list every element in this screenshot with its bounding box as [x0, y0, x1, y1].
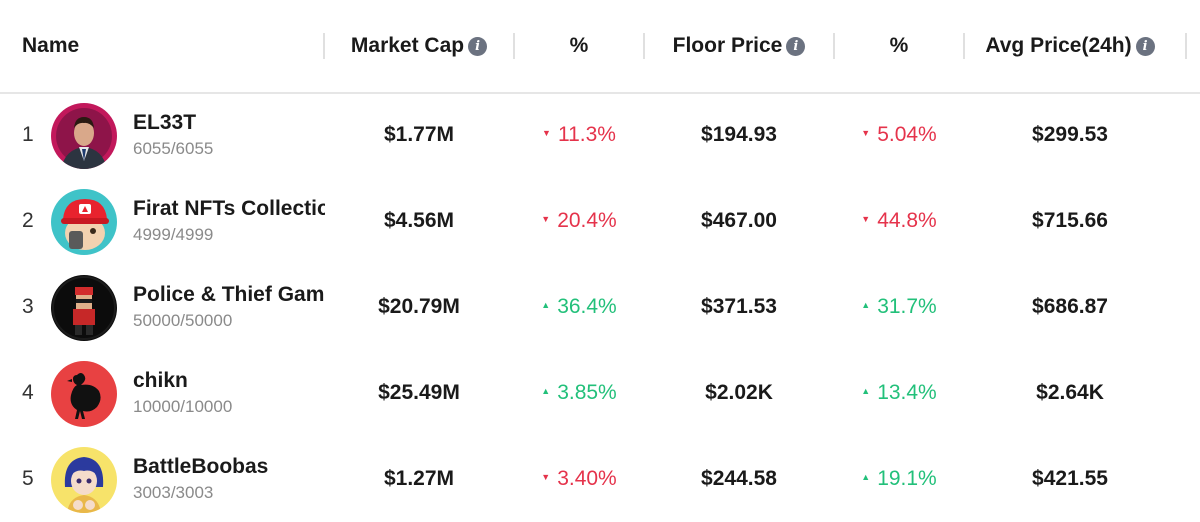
floor-price-value: $194.93 — [701, 123, 777, 146]
red-cap-character-avatar[interactable] — [51, 189, 117, 255]
header-floor-price[interactable]: Floor Price i — [645, 0, 833, 92]
collection-count: 4999/4999 — [133, 225, 214, 244]
avg-price-value: $686.87 — [1032, 295, 1108, 318]
column-divider — [963, 33, 965, 59]
collection-count: 6055/6055 — [133, 139, 214, 158]
column-divider — [833, 33, 835, 59]
column-divider — [1185, 33, 1187, 59]
rank: 3 — [22, 295, 34, 318]
info-icon[interactable]: i — [1135, 36, 1155, 56]
rank: 1 — [22, 123, 34, 146]
table-row[interactable]: 3 Police & Thief Game 50000/50000 $20.79… — [0, 264, 1200, 350]
avg-price-value: $299.53 — [1032, 123, 1108, 146]
header-name[interactable]: Name — [22, 34, 80, 57]
collection-info[interactable]: BattleBoobas 3003/3003 — [133, 436, 325, 522]
market-cap-value: $20.79M — [378, 295, 460, 318]
floor-price-value: $2.02K — [705, 381, 773, 404]
collection-name[interactable]: Firat NFTs Collection — [133, 197, 325, 220]
collection-name[interactable]: Police & Thief Game — [133, 283, 325, 306]
collection-count: 10000/10000 — [133, 397, 233, 416]
info-icon[interactable]: i — [786, 36, 806, 56]
anime-girl-avatar[interactable] — [51, 447, 117, 513]
avg-price-value: $2.64K — [1036, 381, 1104, 404]
market-cap-value: $1.27M — [383, 467, 455, 490]
collection-name[interactable]: EL33T — [133, 111, 197, 134]
floor-price-value: $467.00 — [701, 209, 777, 232]
market-cap-value: $1.77M — [383, 123, 455, 146]
down-arrow-icon: ▼ — [861, 214, 871, 224]
floor-price-change: ▼ 5.04% — [861, 123, 937, 146]
up-arrow-icon: ▲ — [861, 472, 871, 482]
market-cap-change: ▲ 36.4% — [541, 295, 617, 318]
column-divider — [513, 33, 515, 59]
market-cap-value: $4.56M — [383, 209, 455, 232]
header-floor-change[interactable]: % — [889, 34, 909, 57]
chicken-silhouette-avatar[interactable] — [51, 361, 117, 427]
up-arrow-icon: ▲ — [861, 300, 871, 310]
collection-name[interactable]: BattleBoobas — [133, 455, 269, 478]
up-arrow-icon: ▲ — [541, 300, 551, 310]
rank: 5 — [22, 467, 34, 490]
floor-price-value: $244.58 — [701, 467, 777, 490]
avg-price-value: $421.55 — [1032, 467, 1108, 490]
market-cap-change: ▼ 11.3% — [542, 123, 616, 146]
table-row[interactable]: 1 EL33T 6055/6055 $1.77M ▼ 11.3% $194.93… — [0, 92, 1200, 178]
collection-info[interactable]: EL33T 6055/6055 — [133, 92, 325, 178]
collection-info[interactable]: chikn 10000/10000 — [133, 350, 325, 436]
column-divider — [323, 33, 325, 59]
down-arrow-icon: ▼ — [541, 214, 551, 224]
table-row[interactable]: 4 chikn 10000/10000 $25.49M ▲ 3.85% $2.0… — [0, 350, 1200, 436]
collection-info[interactable]: Police & Thief Game 50000/50000 — [133, 264, 325, 350]
table-row[interactable]: 5 BattleBoobas 3003/3003 $1.27M ▼ 3.40% … — [0, 436, 1200, 522]
up-arrow-icon: ▲ — [861, 386, 871, 396]
market-cap-value: $25.49M — [378, 381, 460, 404]
column-divider — [643, 33, 645, 59]
table-header: Name Market Cap i % Floor Price i % Avg … — [0, 0, 1200, 94]
up-arrow-icon: ▲ — [541, 386, 551, 396]
man-in-suit-avatar[interactable] — [51, 103, 117, 169]
down-arrow-icon: ▼ — [541, 472, 551, 482]
collection-name[interactable]: chikn — [133, 369, 188, 392]
info-icon[interactable]: i — [468, 36, 488, 56]
rank: 2 — [22, 209, 34, 232]
avg-price-value: $715.66 — [1032, 209, 1108, 232]
down-arrow-icon: ▼ — [861, 128, 871, 138]
collection-count: 50000/50000 — [133, 311, 233, 330]
floor-price-change: ▲ 19.1% — [861, 467, 937, 490]
collection-info[interactable]: Firat NFTs Collection 4999/4999 — [133, 178, 325, 264]
market-cap-change: ▲ 3.85% — [541, 381, 617, 404]
header-market-cap[interactable]: Market Cap i — [325, 0, 513, 92]
header-avg-price[interactable]: Avg Price(24h) i — [965, 0, 1175, 92]
masked-thief-avatar[interactable] — [51, 275, 117, 341]
down-arrow-icon: ▼ — [542, 128, 551, 138]
header-market-cap-change[interactable]: % — [569, 34, 589, 57]
market-cap-change: ▼ 20.4% — [541, 209, 617, 232]
collection-count: 3003/3003 — [133, 483, 214, 502]
market-cap-change: ▼ 3.40% — [541, 467, 617, 490]
floor-price-change: ▼ 44.8% — [861, 209, 937, 232]
table-row[interactable]: 2 Firat NFTs Collection 4999/4999 $4.56M… — [0, 178, 1200, 264]
rank: 4 — [22, 381, 34, 404]
floor-price-change: ▲ 31.7% — [861, 295, 937, 318]
floor-price-change: ▲ 13.4% — [861, 381, 937, 404]
floor-price-value: $371.53 — [701, 295, 777, 318]
